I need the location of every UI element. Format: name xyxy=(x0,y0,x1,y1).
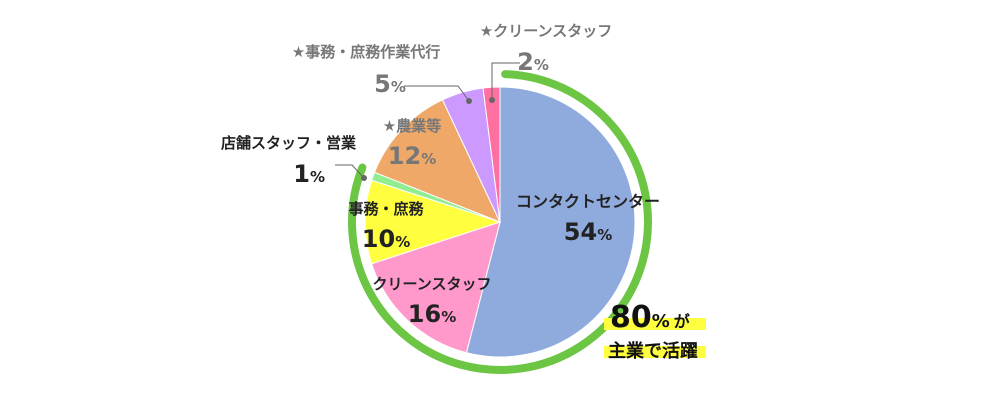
label-name-contact: コンタクトセンター xyxy=(516,192,660,211)
label-name-clean: クリーンスタッフ xyxy=(373,275,492,293)
label-value-farm: 12% xyxy=(388,142,436,170)
label-value-shop: 1% xyxy=(293,160,325,188)
value-shop: 1 xyxy=(293,160,310,188)
highlight-unit: % xyxy=(652,311,670,332)
label-value-contact: 54% xyxy=(564,218,612,246)
value-contact: 54 xyxy=(564,218,597,246)
unit-office: % xyxy=(395,233,410,251)
leader-dot-office5 xyxy=(466,98,472,104)
pie-slice-4 xyxy=(373,99,501,223)
label-value-clean: 16% xyxy=(408,300,456,328)
value-farm: 12 xyxy=(388,142,421,170)
pie-slice-0 xyxy=(465,86,636,358)
unit-clean: % xyxy=(441,308,456,326)
leader-dot-clean2 xyxy=(489,97,495,103)
label-name-farm: ★農業等 xyxy=(383,117,441,135)
highlight-caption: 主業で活躍 xyxy=(608,340,698,362)
value-clean: 16 xyxy=(408,300,441,328)
leader-line-shop1 xyxy=(335,164,365,179)
label-value-clean-agency: 2% xyxy=(517,48,549,76)
pie-slice-2 xyxy=(364,179,502,265)
highlight-marker-top xyxy=(604,318,706,330)
unit-clean-agency: % xyxy=(534,56,549,74)
label-value-office: 10% xyxy=(362,225,410,253)
pie-slice-1 xyxy=(370,221,501,354)
leader-line-office5 xyxy=(404,85,470,102)
highlight-particle: が xyxy=(674,312,690,331)
value-clean-agency: 2 xyxy=(517,48,534,76)
value-office: 10 xyxy=(362,225,395,253)
pie-slices xyxy=(364,86,636,358)
label-name-clean-agency: ★クリーンスタッフ xyxy=(480,22,612,40)
highlight-value: 80 xyxy=(610,300,652,335)
leader-lines xyxy=(335,62,520,179)
unit-farm: % xyxy=(421,150,436,168)
unit-office-agency: % xyxy=(391,78,406,96)
unit-contact: % xyxy=(597,226,612,244)
leader-dots xyxy=(361,97,495,181)
unit-shop: % xyxy=(310,168,325,186)
leader-line-clean2 xyxy=(491,62,520,100)
leader-dot-shop1 xyxy=(361,175,367,181)
value-office-agency: 5 xyxy=(374,70,391,98)
label-name-office-agency: ★事務・庶務作業代行 xyxy=(292,43,440,61)
label-value-office-agency: 5% xyxy=(374,70,406,98)
main-business-ring xyxy=(348,70,652,374)
label-name-office: 事務・庶務 xyxy=(348,200,424,218)
highlight-marker-bottom xyxy=(604,346,706,358)
label-name-shop: 店舗スタッフ・営業 xyxy=(221,134,357,152)
highlight-percent: 80% が xyxy=(610,300,690,335)
